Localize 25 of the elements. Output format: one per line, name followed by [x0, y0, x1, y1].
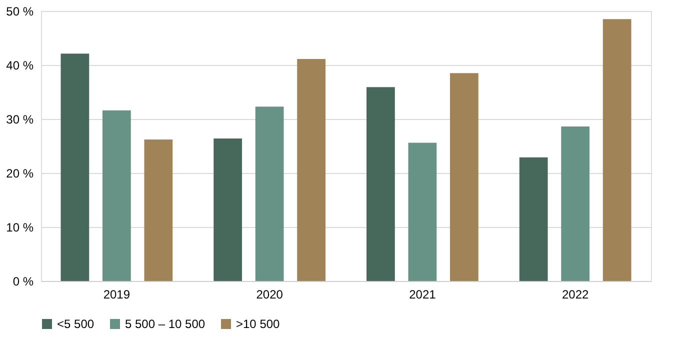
- x-tick-label: 2021: [409, 288, 436, 302]
- bar: [255, 106, 284, 281]
- bar: [602, 19, 632, 281]
- x-tick-label: 2020: [256, 288, 284, 302]
- y-tick-label: 30 %: [6, 112, 34, 126]
- y-tick-label: 20 %: [6, 166, 34, 180]
- bar: [519, 157, 548, 281]
- x-tick-label: 2022: [562, 288, 589, 302]
- legend-label: >10 500: [236, 317, 280, 331]
- bar: [297, 59, 326, 281]
- bar: [408, 142, 437, 281]
- y-tick-label: 50 %: [6, 4, 34, 18]
- y-tick-label: 10 %: [6, 220, 34, 234]
- y-tick-label: 40 %: [6, 58, 34, 72]
- x-tick-label: 2019: [103, 288, 130, 302]
- bar: [366, 87, 395, 281]
- bar: [102, 110, 131, 281]
- y-tick-label: 0 %: [12, 274, 34, 288]
- legend-label: <5 500: [57, 317, 94, 331]
- bar: [144, 140, 173, 281]
- legend-label: 5 500 – 10 500: [125, 317, 206, 331]
- bar: [450, 73, 478, 281]
- bar: [561, 126, 590, 281]
- bar: [60, 54, 90, 281]
- bar: [214, 138, 242, 281]
